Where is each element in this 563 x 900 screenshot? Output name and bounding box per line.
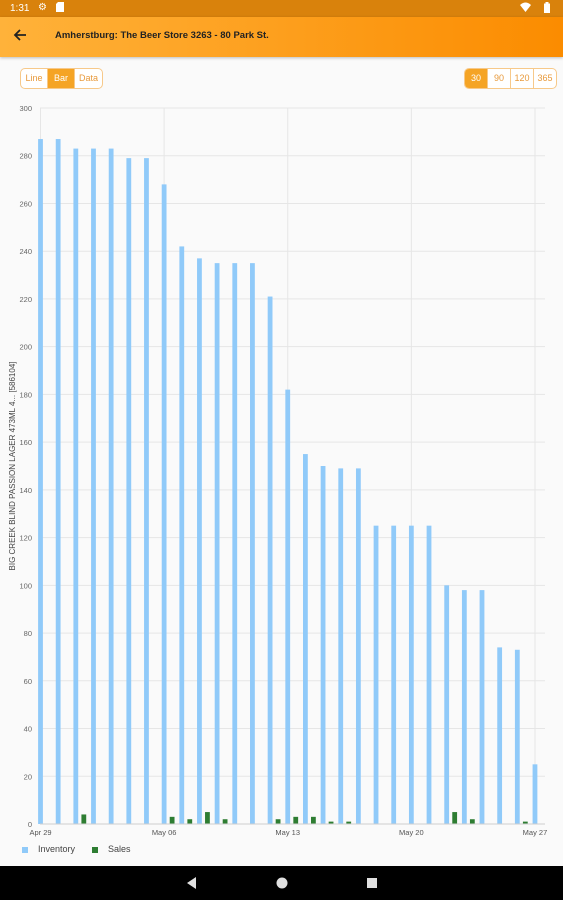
legend-item-sales: Sales xyxy=(92,844,131,854)
y-tick-label: 20 xyxy=(24,772,32,781)
bar-inventory xyxy=(303,454,308,824)
bar-inventory xyxy=(250,263,255,825)
y-tick-label: 140 xyxy=(19,486,32,495)
y-tick-label: 260 xyxy=(19,199,32,208)
y-tick-label: 60 xyxy=(24,677,32,686)
legend-label-inventory: Inventory xyxy=(38,844,76,854)
bar-inventory xyxy=(91,148,96,824)
sd-card-icon xyxy=(56,2,64,16)
back-triangle-icon[interactable] xyxy=(184,875,200,891)
range-90-button[interactable]: 90 xyxy=(488,69,511,88)
y-tick-label: 160 xyxy=(19,438,32,447)
bar-sales xyxy=(346,821,352,824)
x-tick-label: Apr 29 xyxy=(29,828,51,837)
y-tick-label: 120 xyxy=(19,534,32,543)
x-tick-label: May 13 xyxy=(275,828,300,837)
back-button[interactable] xyxy=(8,25,32,49)
bar-inventory xyxy=(179,246,185,825)
legend-item-inventory: Inventory xyxy=(22,844,75,854)
y-tick-label: 300 xyxy=(19,104,32,113)
bar-inventory xyxy=(461,590,467,824)
status-time: 1:31 xyxy=(10,3,30,14)
bar-sales xyxy=(328,821,334,824)
view-toggle: Line Bar Data xyxy=(20,68,103,89)
bar-inventory xyxy=(285,389,291,824)
y-tick-label: 80 xyxy=(24,629,32,638)
legend-label-sales: Sales xyxy=(108,844,131,854)
bar-inventory xyxy=(320,466,326,824)
battery-icon xyxy=(544,2,550,17)
legend-swatch-inventory xyxy=(22,846,28,853)
bar-sales xyxy=(187,819,193,824)
bar-inventory xyxy=(338,468,344,824)
gear-icon: ⚙ xyxy=(38,2,47,13)
view-bar-button[interactable]: Bar xyxy=(48,69,75,88)
chart-svg: 0 20 40 60 80 100 120 140 160 180 200 220 240 260 280 3… xyxy=(8,104,548,837)
x-tick-label: May 06 xyxy=(152,828,177,837)
bar-inventory xyxy=(73,148,79,824)
page-title: Amherstburg: The Beer Store 3263 - 80 Pa… xyxy=(55,30,269,41)
bar-chart: 0 20 40 60 80 100 120 140 160 180 200 220 240 260 280 3… xyxy=(0,95,563,865)
x-tick-label: May 27 xyxy=(523,828,548,837)
bar-inventory xyxy=(479,590,485,824)
bar-inventory xyxy=(126,158,132,824)
range-365-button[interactable]: 365 xyxy=(537,73,553,83)
bar-inventory xyxy=(214,263,220,825)
status-bar: 1:31 ⚙ xyxy=(0,0,563,17)
bar-inventory xyxy=(38,139,43,824)
bar-inventory xyxy=(408,525,414,824)
app-bar: Amherstburg: The Beer Store 3263 - 80 Pa… xyxy=(0,17,563,57)
y-tick-label: 220 xyxy=(19,295,32,304)
bar-inventory xyxy=(232,263,238,825)
view-data-button[interactable]: Data xyxy=(78,73,98,83)
home-circle-icon[interactable] xyxy=(274,875,290,891)
bar-inventory xyxy=(514,649,520,824)
range-toggle: 30 90 120 365 xyxy=(464,68,557,89)
recents-square-icon[interactable] xyxy=(364,875,380,891)
system-nav-bar xyxy=(0,866,563,900)
bar-inventory xyxy=(426,525,432,824)
bar-inventory xyxy=(532,764,538,824)
bar-inventory xyxy=(497,647,503,824)
bar-sales xyxy=(311,816,316,824)
range-120-button[interactable]: 120 xyxy=(511,69,534,88)
bar-inventory xyxy=(55,139,61,824)
y-tick-label: 0 xyxy=(28,820,32,829)
bar-sales xyxy=(293,816,299,824)
y-tick-label: 200 xyxy=(19,343,32,352)
bar-sales xyxy=(275,819,281,824)
bar-sales xyxy=(469,819,475,824)
bar-inventory xyxy=(144,158,149,824)
bar-inventory xyxy=(197,258,202,824)
bar-inventory xyxy=(108,148,114,824)
bar-inventory xyxy=(267,296,273,825)
bar-sales xyxy=(169,816,175,824)
bar-inventory xyxy=(391,525,397,824)
bar-sales xyxy=(81,814,87,824)
bar-inventory xyxy=(373,525,379,824)
arrow-left-icon xyxy=(13,28,27,47)
bar-sales xyxy=(452,812,458,824)
legend-swatch-sales xyxy=(92,846,98,853)
y-tick-label: 240 xyxy=(19,247,32,256)
view-line-button[interactable]: Line xyxy=(21,69,48,88)
range-30-button[interactable]: 30 xyxy=(465,69,488,88)
wifi-icon xyxy=(520,2,531,16)
bar-sales xyxy=(205,812,210,824)
y-tick-label: 280 xyxy=(19,152,32,161)
y-tick-label: 180 xyxy=(19,390,32,399)
bar-inventory xyxy=(355,468,361,824)
y-axis-title: BIG CREEK BLIND PASSION LAGER 473ML 4...… xyxy=(8,362,17,571)
y-tick-label: 100 xyxy=(19,581,32,590)
y-tick-label: 40 xyxy=(24,725,32,734)
x-tick-label: May 20 xyxy=(399,828,424,837)
bar-sales xyxy=(522,821,528,824)
bar-inventory xyxy=(161,184,167,824)
bar-inventory xyxy=(444,585,450,824)
bar-sales xyxy=(222,819,228,824)
